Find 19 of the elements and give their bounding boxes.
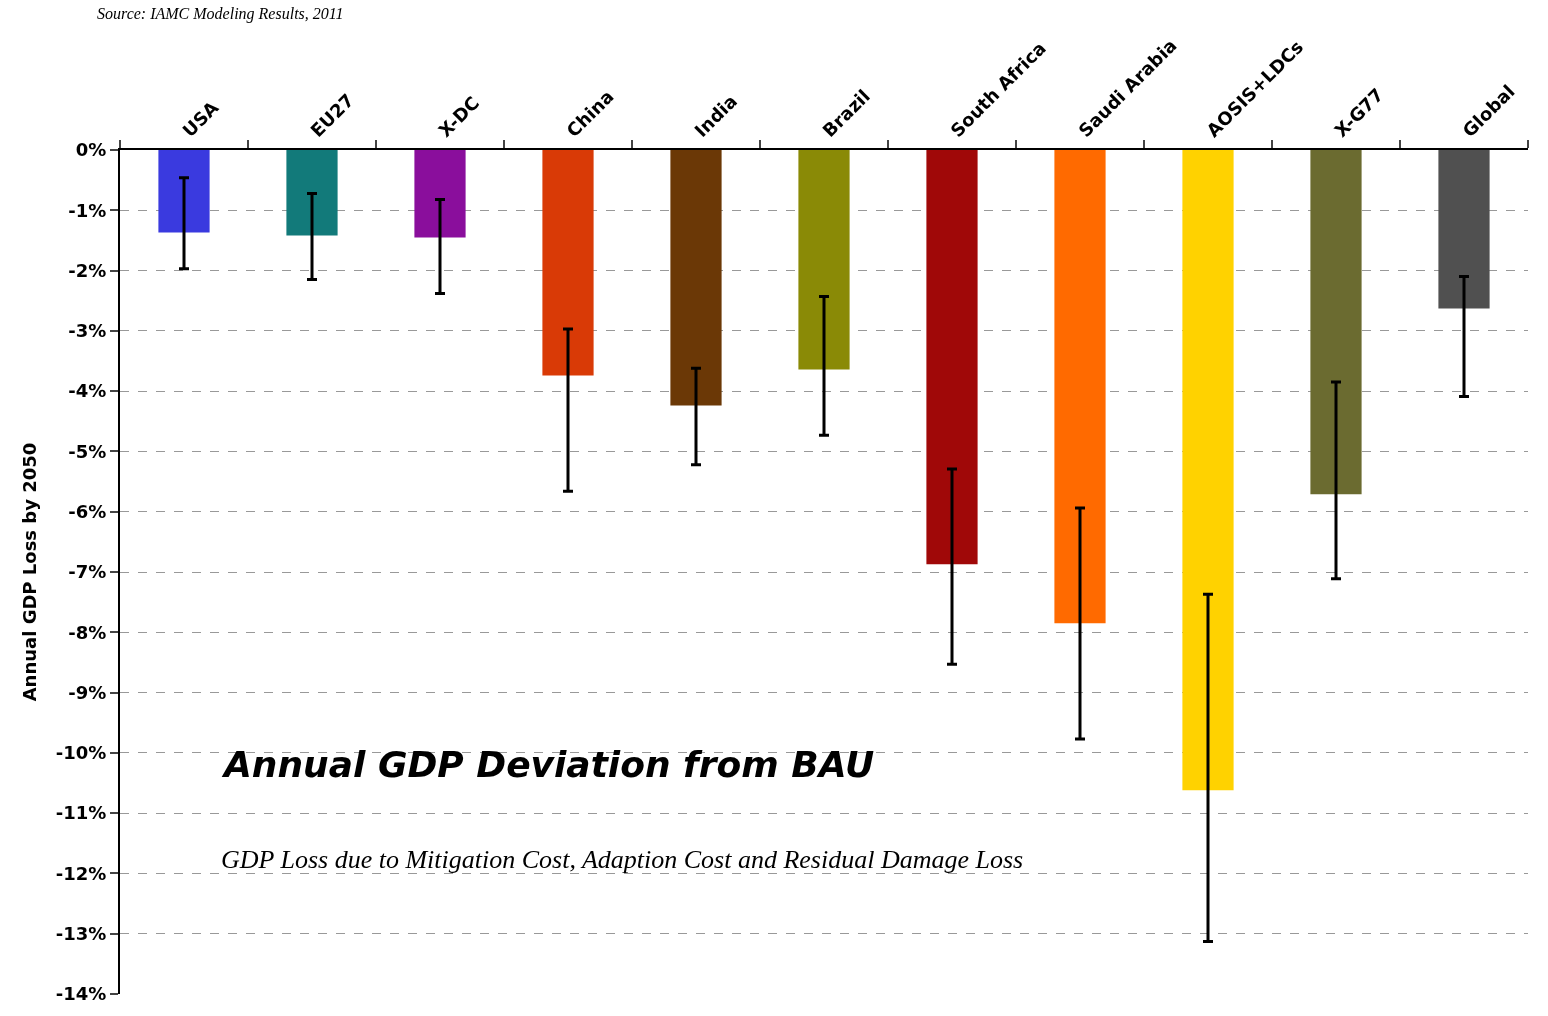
y-tick-label: -7% — [68, 561, 107, 583]
source-note: Source: IAMC Modeling Results, 2011 — [97, 5, 344, 23]
y-tick-label: -13% — [55, 923, 107, 945]
y-tick-label: -8% — [68, 621, 107, 643]
y-tick-label: -1% — [68, 199, 107, 221]
y-tick-label: -11% — [55, 802, 107, 824]
y-tick-label: -5% — [68, 440, 107, 462]
y-tick-label: 0% — [75, 139, 107, 161]
y-tick-label: -2% — [68, 259, 107, 281]
y-tick-label: -3% — [68, 320, 107, 342]
y-tick-label: -14% — [55, 983, 107, 1005]
y-tick-label: -9% — [68, 681, 107, 703]
y-axis-title: Annual GDP Loss by 2050 — [18, 442, 40, 702]
y-tick-label: -6% — [68, 501, 107, 523]
text: GDP Loss due to Mitigation Cost, Adaption Cost and Residual Damage Loss — [221, 845, 1024, 874]
text: Annual GDP Deviation from BAU — [221, 744, 875, 785]
y-tick-label: -10% — [55, 742, 107, 764]
y-tick-label: -4% — [68, 380, 107, 402]
y-tick-label: -12% — [55, 862, 107, 884]
